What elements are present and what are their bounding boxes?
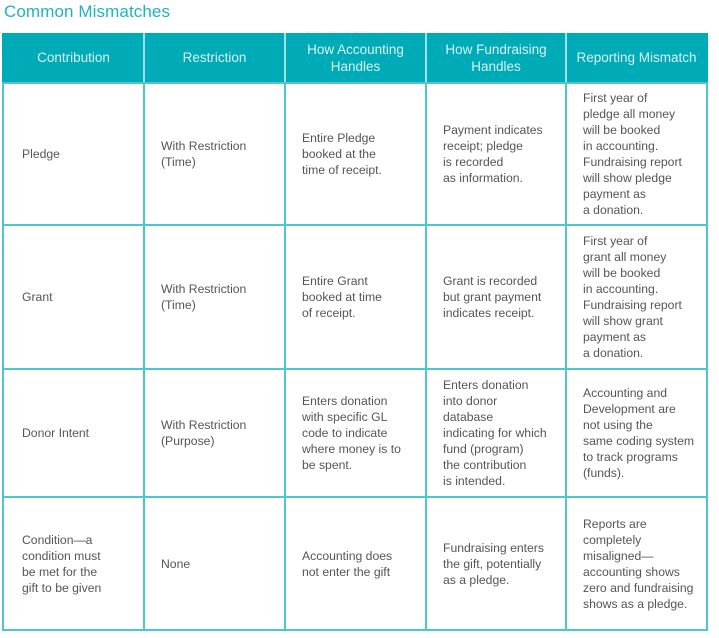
cell-mismatch: First year of pledge all money will be b… [565, 82, 708, 226]
cell-fundraising: Fundraising enters the gift, potentially… [425, 496, 567, 631]
cell-accounting: Accounting does not enter the gift [284, 496, 427, 631]
mismatch-table: Contribution Restriction How Accounting … [2, 33, 708, 631]
cell-accounting: Entire Pledge booked at the time of rece… [284, 82, 427, 226]
header-fundraising: How Fundraising Handles [425, 33, 567, 84]
cell-contribution: Condition—a condition must be met for th… [2, 496, 145, 631]
header-accounting: How Accounting Handles [284, 33, 427, 84]
cell-restriction: With Restriction (Time) [143, 224, 286, 370]
cell-contribution: Donor Intent [2, 368, 145, 498]
table-row: Grant With Restriction (Time) Entire Gra… [2, 224, 708, 370]
cell-fundraising: Payment indicates receipt; pledge is rec… [425, 82, 567, 226]
cell-accounting: Enters donation with specific GL code to… [284, 368, 427, 498]
table-row: Condition—a condition must be met for th… [2, 496, 708, 631]
cell-accounting: Entire Grant booked at time of receipt. [284, 224, 427, 370]
cell-restriction: None [143, 496, 286, 631]
header-row: Contribution Restriction How Accounting … [2, 33, 708, 84]
header-restriction: Restriction [143, 33, 286, 84]
page-title: Common Mismatches [4, 2, 171, 21]
cell-contribution: Pledge [2, 82, 145, 226]
cell-mismatch: Reports are completely misaligned— accou… [565, 496, 708, 631]
cell-fundraising: Grant is recorded but grant payment indi… [425, 224, 567, 370]
cell-mismatch: First year of grant all money will be bo… [565, 224, 708, 370]
table-row: Donor Intent With Restriction (Purpose) … [2, 368, 708, 498]
table-row: Pledge With Restriction (Time) Entire Pl… [2, 82, 708, 226]
cell-mismatch: Accounting and Development are not using… [565, 368, 708, 498]
cell-contribution: Grant [2, 224, 145, 370]
cell-fundraising: Enters donation into donor database indi… [425, 368, 567, 498]
header-contribution: Contribution [2, 33, 145, 84]
cell-restriction: With Restriction (Purpose) [143, 368, 286, 498]
header-mismatch: Reporting Mismatch [565, 33, 708, 84]
cell-restriction: With Restriction (Time) [143, 82, 286, 226]
